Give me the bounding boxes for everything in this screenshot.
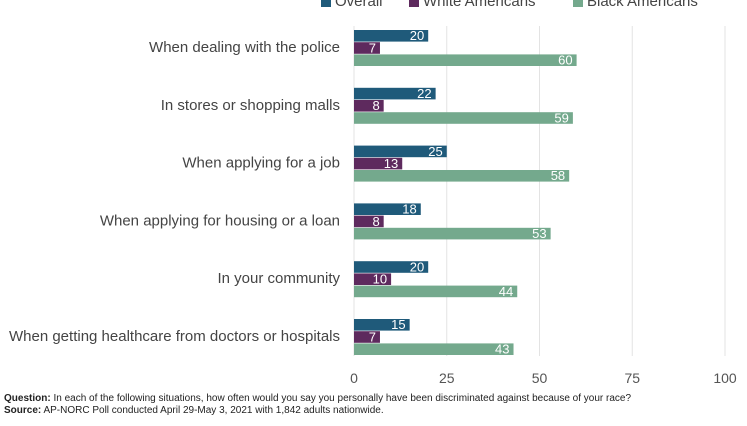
data-label: 58 <box>551 168 565 183</box>
bar <box>354 261 429 273</box>
data-label: 20 <box>410 28 424 43</box>
category-label: When applying for housing or a loan <box>100 212 340 229</box>
legend-swatch <box>321 0 331 7</box>
legend-label: Black Americans <box>587 0 698 10</box>
bar <box>354 42 380 54</box>
bar <box>354 215 384 228</box>
data-label: 59 <box>554 110 568 125</box>
data-label: 8 <box>372 98 379 113</box>
bar <box>354 54 577 66</box>
bar <box>354 273 392 285</box>
bar <box>354 331 380 343</box>
category-label: When dealing with the police <box>149 39 340 56</box>
category-label: In stores or shopping malls <box>161 97 340 114</box>
bar <box>354 145 447 158</box>
legend-label: White Americans <box>423 0 536 10</box>
source-label: Source: <box>4 405 42 416</box>
bars <box>354 30 577 355</box>
question-label: Question: <box>4 393 51 404</box>
data-label: 60 <box>558 53 572 68</box>
category-label: When getting healthcare from doctors or … <box>9 328 340 345</box>
source-note: Source: AP-NORC Poll conducted April 29-… <box>4 405 384 417</box>
question-text: In each of the following situations, how… <box>50 393 632 404</box>
data-label: 25 <box>428 144 442 159</box>
data-label: 10 <box>373 272 387 287</box>
category-label: When applying for a job <box>182 155 340 172</box>
data-label: 7 <box>369 329 376 344</box>
bar <box>354 30 429 42</box>
source-text: AP-NORC Poll conducted April 29-May 3, 2… <box>41 405 384 416</box>
bar <box>354 319 410 331</box>
gridlines <box>353 26 726 356</box>
data-label: 22 <box>417 86 431 101</box>
legend-label: Overall <box>335 0 383 10</box>
data-label: 20 <box>410 259 424 274</box>
x-tick-label: 100 <box>713 370 737 386</box>
question-note: Question: In each of the following situa… <box>4 393 631 405</box>
value-labels: 20 7 60 22 8 59 25 13 58 18 8 53 20 10 44 15 7 43 <box>369 28 573 356</box>
legend-swatch <box>573 0 583 7</box>
bar <box>354 112 573 124</box>
category-label: In your community <box>217 270 340 287</box>
data-label: 43 <box>495 342 509 357</box>
bar <box>354 87 436 100</box>
data-label: 13 <box>384 156 398 171</box>
bar <box>354 343 514 355</box>
x-tick-label: 50 <box>532 370 548 386</box>
bar <box>354 227 551 240</box>
bar <box>354 170 570 182</box>
category-labels: When dealing with the police In stores or… <box>9 39 341 345</box>
bar <box>354 100 384 112</box>
data-label: 18 <box>402 202 416 217</box>
data-label: 8 <box>372 214 379 229</box>
bar <box>354 203 421 215</box>
legend-swatch <box>409 0 419 7</box>
x-tick-label: 25 <box>439 370 455 386</box>
data-label: 44 <box>499 284 513 299</box>
data-label: 53 <box>532 226 546 241</box>
bar-chart: Overall White Americans Black Americans Wh… <box>9 0 737 386</box>
bar <box>354 157 403 170</box>
data-label: 15 <box>391 317 405 332</box>
bar <box>354 285 518 298</box>
x-tick-label: 75 <box>624 370 640 386</box>
legend: Overall White Americans Black Americans <box>321 0 698 10</box>
data-label: 7 <box>369 40 376 55</box>
x-tick-label: 0 <box>350 370 358 386</box>
x-tick-labels: 0 25 50 75 100 <box>350 370 737 386</box>
